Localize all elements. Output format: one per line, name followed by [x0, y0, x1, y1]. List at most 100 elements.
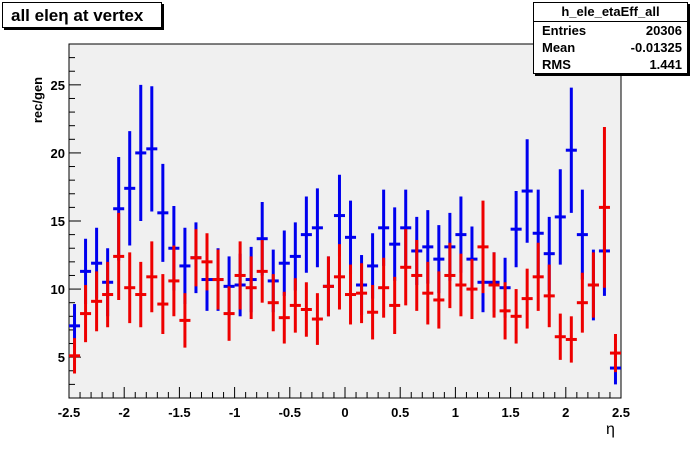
red-series-point: [488, 252, 500, 318]
red-series-point: [256, 240, 268, 303]
blue-series-point: [300, 196, 312, 273]
red-series-point: [300, 282, 312, 337]
red-series-point: [356, 263, 368, 324]
stats-row-mean: Mean -0.01325: [542, 39, 682, 56]
red-series-point: [521, 268, 533, 329]
red-series-point: [146, 241, 158, 313]
blue-series-point: [521, 139, 533, 243]
x-tick-label: -1.5: [168, 405, 190, 420]
red-series-point: [135, 261, 147, 328]
x-tick-label: -0.5: [279, 405, 301, 420]
red-series-point: [322, 256, 334, 317]
red-series-point: [102, 261, 114, 328]
red-series-point: [422, 261, 434, 325]
red-series-point: [477, 200, 489, 294]
red-series-point: [389, 276, 401, 335]
stats-label: Mean: [542, 40, 576, 55]
red-series-point: [245, 256, 257, 320]
x-tick-label: 1: [452, 405, 459, 420]
y-tick-label: 15: [51, 214, 65, 229]
plot-frame: [68, 43, 622, 399]
data-points: [69, 84, 621, 385]
blue-series-point: [554, 169, 566, 265]
red-series-point: [598, 127, 610, 288]
red-series-point: [532, 242, 544, 311]
red-series-point: [333, 244, 345, 310]
blue-series-point: [576, 189, 588, 280]
blue-series-point: [146, 86, 158, 212]
histogram-name: h_ele_etaEff_all: [534, 3, 687, 22]
red-series-point: [345, 264, 357, 325]
stats-row-entries: Entries 20306: [542, 22, 682, 39]
y-tick-label: 10: [51, 282, 65, 297]
red-series-point: [554, 313, 566, 360]
x-tick-label: 2: [562, 405, 569, 420]
red-series-point: [466, 259, 478, 320]
red-series-point: [367, 284, 379, 340]
x-tick-label: -2.5: [58, 405, 80, 420]
red-series-point: [267, 274, 279, 332]
red-series-point: [69, 338, 81, 374]
red-series-point: [455, 253, 467, 317]
y-axis-ticks: 5 10 15 20 25: [51, 57, 81, 385]
stats-value: -0.01325: [630, 40, 682, 55]
x-axis-label: η: [606, 421, 615, 438]
red-series-point: [179, 293, 191, 348]
red-series-point: [157, 274, 169, 335]
histogram-title-box: all eleη at vertex: [2, 2, 162, 28]
statistics-box: h_ele_etaEff_all Entries 20306 Mean -0.0…: [533, 2, 688, 74]
red-series-point: [113, 212, 125, 300]
blue-series-point: [135, 84, 147, 221]
blue-series-point: [378, 189, 390, 266]
stats-row-rms: RMS 1.441: [542, 56, 682, 73]
red-series-point: [510, 289, 522, 344]
blue-series-point: [345, 200, 357, 275]
red-series-point: [499, 282, 511, 340]
red-series-point: [124, 252, 136, 324]
red-series-point: [576, 272, 588, 333]
y-tick-label: 20: [51, 146, 65, 161]
red-series-point: [311, 293, 323, 345]
red-series-point: [234, 241, 246, 310]
x-tick-label: 0.5: [391, 405, 409, 420]
y-tick-label: 25: [51, 78, 65, 93]
blue-series-point: [389, 207, 401, 281]
x-axis-ticks: -2.5 -2 -1.5 -1 -0.5 0 0.5 1 1.5 2 2.5: [58, 387, 630, 420]
red-series-point: [80, 284, 92, 343]
red-series-point: [433, 271, 445, 329]
y-tick-label: 5: [58, 350, 65, 365]
stats-value: 20306: [645, 23, 682, 38]
x-tick-label: 0: [341, 405, 348, 420]
red-series-point: [609, 334, 621, 373]
blue-series-point: [124, 131, 136, 246]
y-axis-label: rec/gen: [30, 77, 45, 123]
red-series-point: [212, 249, 224, 310]
x-tick-label: 1.5: [502, 405, 520, 420]
blue-series-point: [333, 174, 345, 257]
red-series-point: [565, 316, 577, 363]
red-series-point: [91, 271, 103, 332]
red-series-point: [543, 264, 555, 328]
red-series-point: [587, 252, 599, 318]
red-series-point: [411, 240, 423, 311]
red-series-point: [223, 286, 235, 341]
red-series-point: [278, 291, 290, 344]
x-tick-label: -1: [229, 405, 241, 420]
x-tick-label: -2: [118, 405, 130, 420]
red-series-point: [168, 245, 180, 317]
red-series-point: [378, 257, 390, 318]
histogram-title: all eleη at vertex: [11, 6, 144, 25]
blue-series-point: [157, 163, 169, 262]
stats-label: Entries: [542, 23, 587, 38]
blue-series-point: [179, 227, 191, 305]
blue-series-point: [311, 188, 323, 268]
red-series-point: [190, 229, 202, 287]
red-series-point: [289, 278, 301, 333]
blue-series-point: [510, 191, 522, 268]
red-series-point: [400, 229, 412, 306]
x-tick-label: 2.5: [612, 405, 630, 420]
stats-label: RMS: [542, 57, 571, 72]
red-series-point: [201, 233, 213, 291]
